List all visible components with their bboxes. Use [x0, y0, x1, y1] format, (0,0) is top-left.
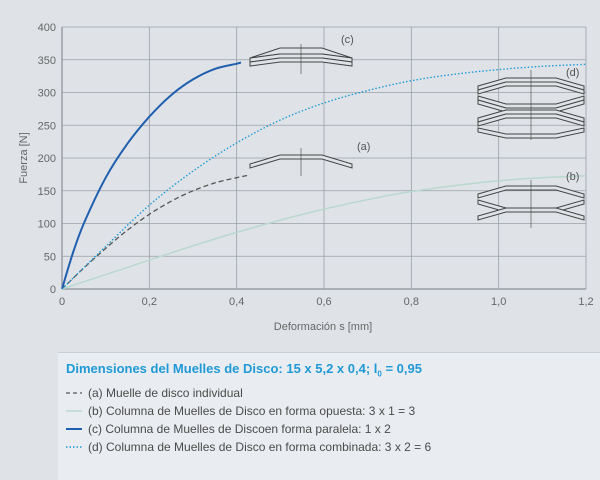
y-tick-label: 400	[38, 22, 56, 34]
legend-item-b: (b) Columna de Muelles de Disco en forma…	[66, 403, 415, 419]
y-tick-label: 250	[38, 120, 56, 132]
annotation-c: (c)	[341, 34, 354, 46]
annotation-a: (a)	[357, 141, 370, 153]
y-tick-label: 0	[50, 284, 56, 296]
spring-disk-b-illustration	[477, 180, 585, 228]
legend-item-c: (c) Columna de Muelles de Discoen forma …	[66, 421, 391, 437]
x-tick-label: 0,4	[229, 296, 244, 308]
x-tick-label: 0	[59, 296, 65, 308]
chart: 0 50 100 150 200 250 300 350 400 0 0,2 0,4 0,6 0,8 1,…	[18, 22, 594, 333]
legend-item-d: (d) Columna de Muelles de Disco en forma…	[66, 439, 431, 455]
x-tick-label: 0,6	[316, 296, 331, 308]
x-tick-label: 0,8	[404, 296, 419, 308]
y-axis-ticks: 0 50 100 150 200 250 300 350 400	[38, 22, 56, 296]
legend-swatch-d	[66, 446, 82, 448]
legend-title-end: = 0,95	[381, 361, 422, 376]
y-tick-label: 50	[44, 251, 56, 263]
legend-swatch-c	[66, 428, 82, 430]
spring-disk-c-illustration	[249, 44, 353, 74]
x-axis-label: Deformación s [mm]	[274, 321, 372, 333]
grid	[61, 26, 587, 290]
x-axis-ticks: 0 0,2 0,4 0,6 0,8 1,0 1,2	[59, 296, 594, 308]
y-tick-label: 200	[38, 153, 56, 165]
annotation-b: (b)	[566, 171, 579, 183]
series-line-b	[61, 174, 587, 290]
spring-disk-d-illustration	[477, 70, 585, 140]
y-tick-label: 300	[38, 88, 56, 100]
legend-title: Dimensiones del Muelles de Disco: 15 x 5…	[66, 361, 422, 379]
x-tick-label: 1,0	[491, 296, 506, 308]
legend-item-a: (a) Muelle de disco individual	[66, 385, 243, 401]
x-tick-label: 1,2	[578, 296, 593, 308]
y-tick-label: 150	[38, 186, 56, 198]
annotation-d: (d)	[566, 67, 579, 79]
series-layer	[61, 61, 587, 290]
legend-label-d: (d) Columna de Muelles de Disco en forma…	[88, 440, 432, 454]
y-tick-label: 100	[38, 219, 56, 231]
legend: Dimensiones del Muelles de Disco: 15 x 5…	[58, 352, 600, 480]
legend-swatch-b	[66, 410, 82, 412]
legend-swatch-a	[66, 392, 82, 394]
y-tick-label: 350	[38, 55, 56, 67]
legend-title-main: Dimensiones del Muelles de Disco: 15 x 5…	[66, 361, 378, 376]
series-line-c	[61, 61, 242, 290]
legend-title-subscript: 0	[377, 369, 382, 379]
y-axis-label: Fuerza [N]	[18, 132, 30, 183]
legend-label-c: (c) Columna de Muelles de Discoen forma …	[88, 422, 391, 436]
legend-label-b: (b) Columna de Muelles de Disco en forma…	[88, 404, 416, 418]
series-line-a	[61, 174, 250, 290]
x-tick-label: 0,2	[142, 296, 157, 308]
spring-disk-a-illustration	[249, 148, 353, 176]
legend-label-a: (a) Muelle de disco individual	[88, 386, 243, 400]
